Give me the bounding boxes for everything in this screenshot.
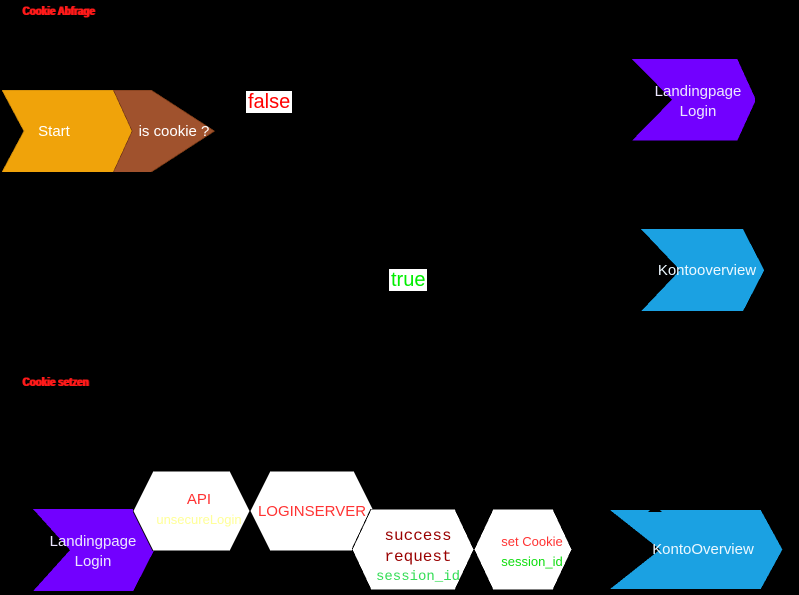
svg-text:Landingpage: Landingpage <box>654 83 741 100</box>
svg-text:set Cookie: set Cookie <box>501 534 562 549</box>
svg-text:API: API <box>187 491 211 508</box>
svg-text:Login: Login <box>679 103 716 120</box>
svg-text:Kontooverview: Kontooverview <box>657 262 755 279</box>
svg-text:is cookie ?: is cookie ? <box>139 123 210 140</box>
svg-text:session_id: session_id <box>376 569 460 585</box>
svg-text:request: request <box>384 548 451 566</box>
svg-text:unsecureLogin: unsecureLogin <box>156 512 241 527</box>
svg-text:success: success <box>384 527 451 545</box>
svg-text:Login: Login <box>75 553 112 570</box>
svg-text:LOGINSERVER: LOGINSERVER <box>258 503 366 520</box>
svg-text:Landingpage: Landingpage <box>50 533 137 550</box>
svg-text:Start: Start <box>38 123 70 140</box>
svg-text:KontoOverview: KontoOverview <box>652 541 754 558</box>
svg-text:session_id: session_id <box>501 554 562 569</box>
